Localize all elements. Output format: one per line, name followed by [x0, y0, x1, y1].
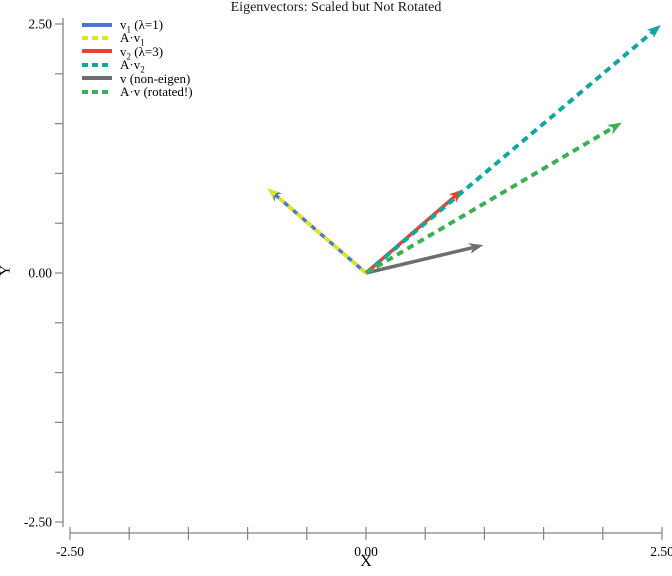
- legend-dashed-line-swatch: [82, 89, 112, 94]
- arrowhead-A·v2: [646, 24, 661, 39]
- y-tick-label: -2.50: [24, 515, 52, 530]
- x-axis-title: X: [360, 553, 372, 570]
- legend-solid-line-swatch: [82, 49, 112, 54]
- x-tick-label: 2.50: [650, 544, 672, 559]
- legend-item-v1: v1 (λ=1): [82, 17, 193, 35]
- legend-item-A·v: A·v (rotated!): [82, 85, 193, 98]
- legend-label: A·v (rotated!): [120, 83, 193, 99]
- y-tick-label: 0.00: [28, 266, 52, 281]
- legend-label: A·v1: [120, 30, 145, 48]
- arrowhead-A·v1: [267, 188, 280, 199]
- legend-label: v1 (λ=1): [120, 17, 164, 35]
- legend-item-A·v1: A·v1: [82, 30, 193, 48]
- legend-label: A·v2: [120, 57, 145, 75]
- vector-A·v1: [271, 191, 368, 275]
- legend-item-A·v2: A·v2: [82, 57, 193, 75]
- legend-item-v: v (non-eigen): [82, 70, 193, 86]
- x-tick-label: 0.00: [354, 544, 378, 559]
- vector-v: [365, 245, 476, 275]
- chart-title: Eigenvectors: Scaled but Not Rotated: [230, 0, 442, 15]
- vector-A·v: [364, 125, 616, 275]
- legend-label: v2 (λ=3): [120, 43, 164, 62]
- legend-solid-line-swatch: [82, 22, 112, 27]
- arrowhead-A·v: [606, 122, 622, 135]
- y-tick-label: 2.50: [28, 17, 52, 32]
- vector-A·v2: [364, 28, 656, 275]
- arrowhead-v: [468, 243, 484, 254]
- x-tick-label: -2.50: [56, 544, 84, 559]
- legend-item-v2: v2 (λ=3): [82, 43, 193, 62]
- legend-dashed-line-swatch: [82, 62, 112, 67]
- legend-dashed-line-swatch: [82, 36, 112, 41]
- legend-solid-line-swatch: [82, 76, 112, 81]
- legend-label: v (non-eigen): [120, 70, 191, 86]
- legend: v1 (λ=1) A·v1 v2 (λ=3) A·v2 v (non-eigen) A·v…: [82, 18, 193, 98]
